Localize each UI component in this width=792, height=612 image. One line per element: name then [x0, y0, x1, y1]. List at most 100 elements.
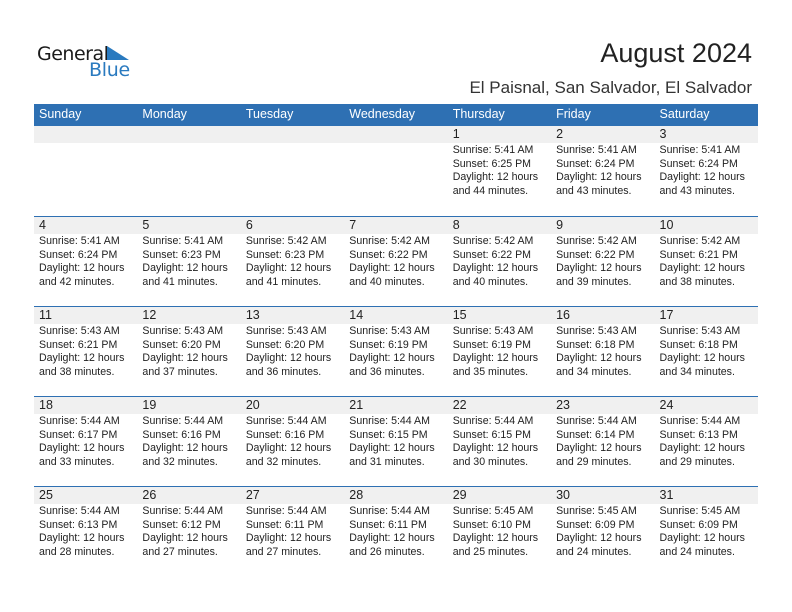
day-number: 23 — [551, 397, 655, 414]
day-number: 25 — [34, 487, 138, 504]
minutes-text: and 27 minutes. — [245, 545, 322, 558]
day-number: 2 — [551, 126, 655, 143]
minutes-text: and 29 minutes. — [556, 455, 632, 468]
day-cell: 30 Sunrise: 5:45 AM Sunset: 6:09 PM Dayligh… — [551, 487, 655, 576]
daylight-text: Daylight: 12 hours — [245, 262, 332, 275]
sunset-text: Sunset: 6:16 PM — [245, 428, 325, 441]
day-info: Sunrise: 5:43 AM Sunset: 6:18 PM Daylight:… — [655, 324, 758, 379]
sunset-text: Sunset: 6:18 PM — [659, 338, 738, 351]
minutes-text: and 37 minutes. — [142, 365, 218, 378]
minutes-text: and 33 minutes. — [39, 455, 115, 468]
empty-cell — [137, 126, 241, 216]
day-cell: 19 Sunrise: 5:44 AM Sunset: 6:16 PM Dayligh… — [137, 397, 241, 486]
sunset-text: Sunset: 6:19 PM — [349, 338, 428, 351]
minutes-text: and 31 minutes. — [349, 455, 425, 468]
day-number: 5 — [137, 217, 241, 234]
sunrise-text: Sunrise: 5:42 AM — [556, 235, 637, 247]
sunrise-text: Sunrise: 5:44 AM — [349, 415, 430, 427]
sunset-text: Sunset: 6:18 PM — [556, 338, 635, 351]
sunrise-text: Sunrise: 5:43 AM — [349, 325, 430, 337]
day-number — [240, 126, 345, 143]
day-info: Sunrise: 5:44 AM Sunset: 6:15 PM Daylight:… — [448, 414, 551, 469]
minutes-text: and 30 minutes. — [452, 455, 529, 468]
day-info: Sunrise: 5:43 AM Sunset: 6:20 PM Daylight:… — [241, 324, 344, 379]
day-cell: 3 Sunrise: 5:41 AM Sunset: 6:24 PM Daylight… — [654, 126, 758, 216]
sunrise-text: Sunrise: 5:44 AM — [556, 415, 637, 427]
daylight-text: Daylight: 12 hours — [556, 532, 642, 545]
day-info: Sunrise: 5:44 AM Sunset: 6:14 PM Daylight:… — [551, 414, 654, 469]
day-info: Sunrise: 5:44 AM Sunset: 6:16 PM Daylight:… — [137, 414, 240, 469]
weekday-wednesday: Wednesday — [349, 107, 416, 121]
day-info: Sunrise: 5:42 AM Sunset: 6:23 PM Daylight:… — [241, 234, 344, 289]
sunset-text: Sunset: 6:12 PM — [142, 518, 221, 531]
weekday-monday: Monday — [142, 107, 187, 121]
day-number: 28 — [344, 487, 448, 504]
minutes-text: and 40 minutes. — [349, 275, 425, 288]
minutes-text: and 44 minutes. — [452, 184, 529, 197]
day-number: 8 — [447, 217, 552, 234]
sunset-text: Sunset: 6:11 PM — [349, 518, 427, 531]
daylight-text: Daylight: 12 hours — [245, 532, 332, 545]
sunset-text: Sunset: 6:15 PM — [349, 428, 428, 441]
daylight-text: Daylight: 12 hours — [142, 442, 228, 455]
week-row: 18 Sunrise: 5:44 AM Sunset: 6:17 PM Dayligh… — [34, 396, 758, 486]
daylight-text: Daylight: 12 hours — [39, 352, 125, 365]
day-number: 22 — [447, 397, 552, 414]
minutes-text: and 43 minutes. — [659, 184, 735, 197]
weekday-sunday: Sunday — [39, 107, 82, 121]
day-number: 9 — [551, 217, 655, 234]
daylight-text: Daylight: 12 hours — [556, 171, 642, 184]
sunset-text: Sunset: 6:23 PM — [142, 248, 221, 261]
sunset-text: Sunset: 6:21 PM — [39, 338, 118, 351]
minutes-text: and 34 minutes. — [556, 365, 632, 378]
sunrise-text: Sunrise: 5:44 AM — [349, 505, 430, 517]
minutes-text: and 41 minutes. — [245, 275, 322, 288]
sunset-text: Sunset: 6:20 PM — [245, 338, 325, 351]
day-cell: 18 Sunrise: 5:44 AM Sunset: 6:17 PM Dayligh… — [34, 397, 138, 486]
sunset-text: Sunset: 6:22 PM — [556, 248, 635, 261]
daylight-text: Daylight: 12 hours — [452, 532, 539, 545]
logo-text-blue: Blue — [89, 59, 130, 81]
day-info: Sunrise: 5:44 AM Sunset: 6:15 PM Daylight:… — [344, 414, 447, 469]
sunset-text: Sunset: 6:22 PM — [349, 248, 428, 261]
minutes-text: and 32 minutes. — [245, 455, 322, 468]
sunrise-text: Sunrise: 5:44 AM — [245, 505, 327, 517]
day-info: Sunrise: 5:44 AM Sunset: 6:12 PM Daylight:… — [137, 504, 240, 559]
day-cell: 29 Sunrise: 5:45 AM Sunset: 6:10 PM Dayligh… — [447, 487, 552, 576]
day-cell: 13 Sunrise: 5:43 AM Sunset: 6:20 PM Dayligh… — [240, 307, 345, 396]
logo-triangle-icon — [107, 46, 129, 60]
sunset-text: Sunset: 6:24 PM — [556, 157, 635, 170]
day-cell: 17 Sunrise: 5:43 AM Sunset: 6:18 PM Dayligh… — [654, 307, 758, 396]
sunrise-text: Sunrise: 5:41 AM — [39, 235, 120, 247]
sunrise-text: Sunrise: 5:41 AM — [659, 144, 741, 156]
day-number: 31 — [654, 487, 758, 504]
day-info: Sunrise: 5:44 AM Sunset: 6:16 PM Daylight:… — [241, 414, 344, 469]
day-number: 26 — [137, 487, 241, 504]
sunset-text: Sunset: 6:09 PM — [659, 518, 738, 531]
day-cell: 12 Sunrise: 5:43 AM Sunset: 6:20 PM Dayligh… — [137, 307, 241, 396]
day-info: Sunrise: 5:42 AM Sunset: 6:21 PM Daylight:… — [655, 234, 758, 289]
sunrise-text: Sunrise: 5:44 AM — [142, 505, 224, 517]
day-number: 13 — [240, 307, 345, 324]
sunrise-text: Sunrise: 5:44 AM — [39, 415, 120, 427]
week-row: 1 Sunrise: 5:41 AM Sunset: 6:25 PM Daylight… — [34, 126, 758, 216]
daylight-text: Daylight: 12 hours — [349, 532, 435, 545]
daylight-text: Daylight: 12 hours — [452, 262, 539, 275]
day-cell: 28 Sunrise: 5:44 AM Sunset: 6:11 PM Dayligh… — [344, 487, 448, 576]
day-info: Sunrise: 5:44 AM Sunset: 6:17 PM Daylight:… — [34, 414, 137, 469]
sunrise-text: Sunrise: 5:44 AM — [39, 505, 120, 517]
day-cell: 14 Sunrise: 5:43 AM Sunset: 6:19 PM Dayligh… — [344, 307, 448, 396]
day-cell: 5 Sunrise: 5:41 AM Sunset: 6:23 PM Daylight… — [137, 217, 241, 306]
day-info: Sunrise: 5:43 AM Sunset: 6:21 PM Daylight:… — [34, 324, 137, 379]
sunrise-text: Sunrise: 5:43 AM — [556, 325, 637, 337]
sunrise-text: Sunrise: 5:42 AM — [452, 235, 534, 247]
minutes-text: and 43 minutes. — [556, 184, 632, 197]
sunrise-text: Sunrise: 5:42 AM — [659, 235, 741, 247]
day-cell: 22 Sunrise: 5:44 AM Sunset: 6:15 PM Dayligh… — [447, 397, 552, 486]
day-number: 14 — [344, 307, 448, 324]
day-info: Sunrise: 5:42 AM Sunset: 6:22 PM Daylight:… — [448, 234, 551, 289]
minutes-text: and 24 minutes. — [659, 545, 735, 558]
day-info: Sunrise: 5:42 AM Sunset: 6:22 PM Daylight:… — [551, 234, 654, 289]
weekday-tuesday: Tuesday — [245, 107, 294, 121]
sunrise-text: Sunrise: 5:42 AM — [245, 235, 327, 247]
